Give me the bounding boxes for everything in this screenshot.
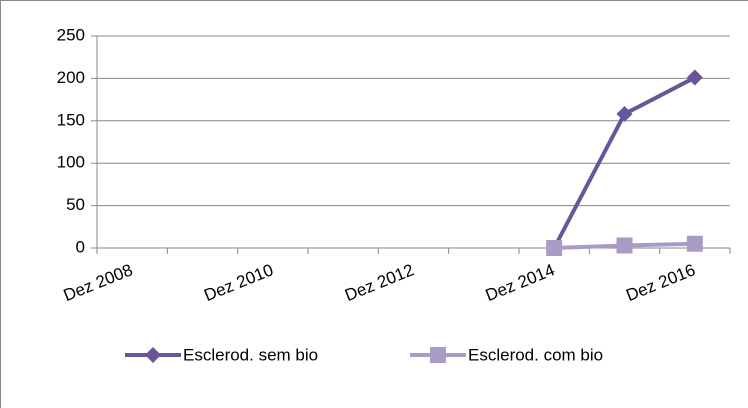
- y-tick-label: 200: [57, 68, 85, 87]
- marker: [686, 235, 703, 252]
- legend-label: Esclerod. com bio: [468, 345, 603, 364]
- y-tick-label: 50: [66, 195, 85, 214]
- y-tick-label: 100: [57, 153, 85, 172]
- legend-marker: [430, 347, 446, 363]
- y-tick-label: 250: [57, 25, 85, 44]
- y-tick-label: 0: [76, 237, 85, 256]
- marker: [546, 240, 563, 256]
- legend-label: Esclerod. sem bio: [183, 345, 318, 364]
- marker: [616, 237, 633, 254]
- y-tick-label: 150: [57, 110, 85, 129]
- legend-marker: [145, 347, 161, 363]
- marker: [616, 106, 633, 123]
- marker: [686, 69, 703, 86]
